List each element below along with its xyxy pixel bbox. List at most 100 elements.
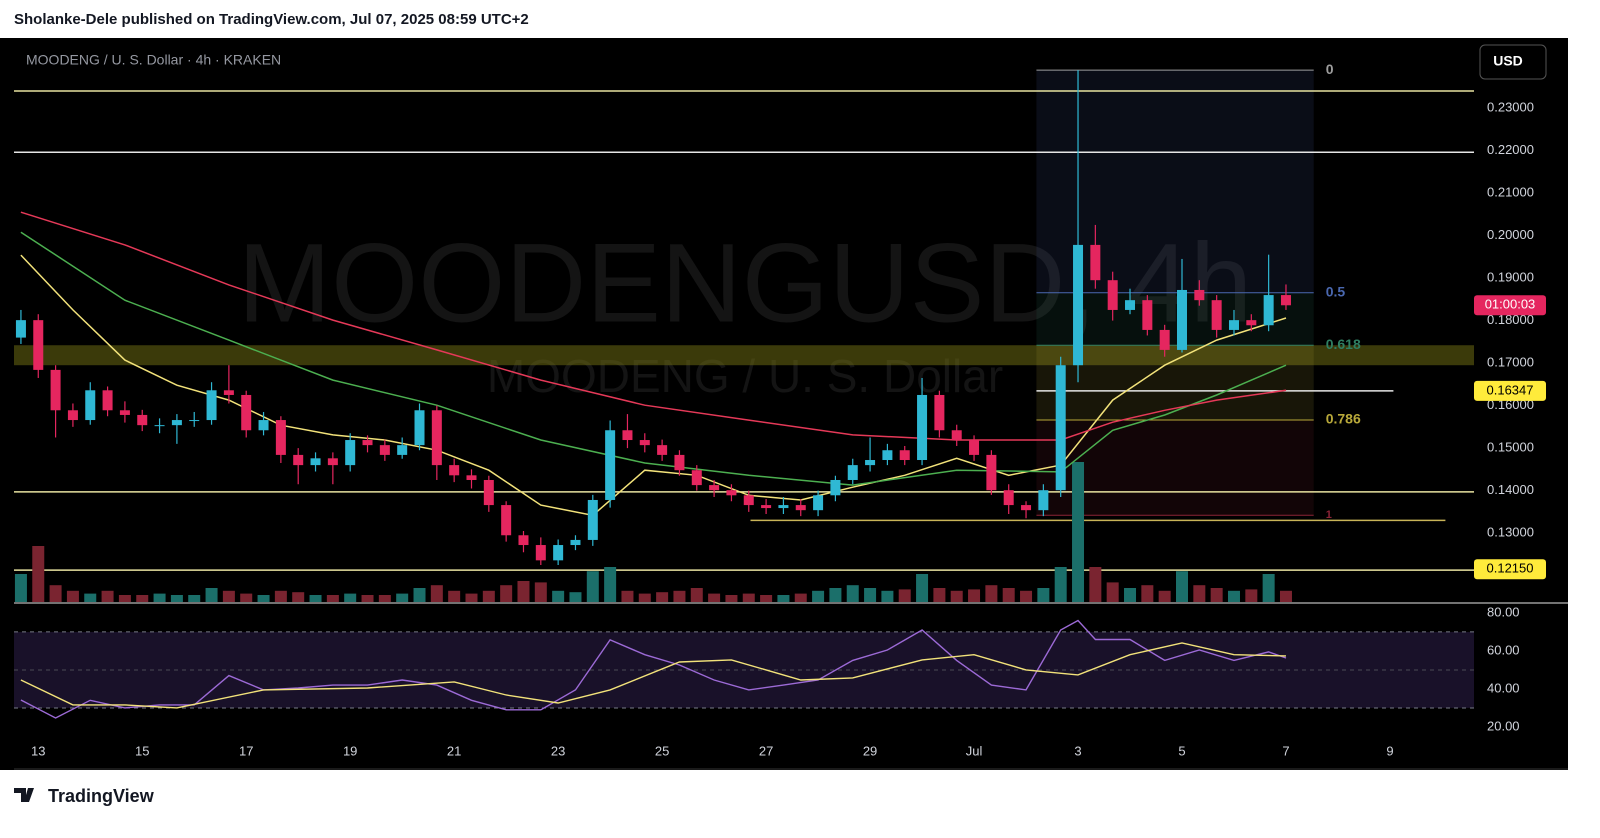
candle-body xyxy=(726,490,737,496)
volume-bar xyxy=(257,595,270,602)
moving-average xyxy=(20,231,1287,486)
volume-bar xyxy=(240,593,253,602)
volume-bar xyxy=(1279,590,1292,602)
rsi-tick-label: 60.00 xyxy=(1487,642,1520,657)
candle-body xyxy=(1246,320,1257,326)
volume-bar xyxy=(1124,588,1137,602)
volume-bar xyxy=(586,571,599,602)
currency-button[interactable] xyxy=(1479,44,1547,80)
candle-body xyxy=(830,479,841,496)
volume-bar xyxy=(985,585,998,602)
x-tick-label: 15 xyxy=(135,743,149,758)
volume-bar xyxy=(1262,574,1275,602)
candle-body xyxy=(379,445,390,455)
x-tick-label: 7 xyxy=(1282,743,1289,758)
candle-body xyxy=(362,440,373,446)
volume-bar xyxy=(396,593,409,602)
footer-brand: TradingView xyxy=(48,786,155,806)
candle-body xyxy=(1177,289,1187,350)
volume-bar xyxy=(846,585,859,602)
candle-body xyxy=(327,458,338,466)
currency-label[interactable]: USD xyxy=(1493,53,1523,69)
volume-bar xyxy=(742,593,755,602)
candle-body xyxy=(258,420,269,431)
candle-body xyxy=(85,390,96,421)
candle-body xyxy=(414,410,425,446)
volume-bar xyxy=(794,593,807,602)
candle-body xyxy=(310,458,321,466)
volume-bar xyxy=(708,593,721,602)
volume-bar xyxy=(950,590,963,602)
volume-bar xyxy=(552,590,565,602)
candle-body xyxy=(795,505,806,511)
candle-body xyxy=(1038,490,1049,511)
candle-body xyxy=(206,390,217,421)
volume-bar xyxy=(1002,588,1015,602)
candle-body xyxy=(605,430,616,500)
x-tick-label: 5 xyxy=(1178,743,1185,758)
countdown: 01:00:03 xyxy=(1485,297,1536,312)
price-label-box xyxy=(1474,559,1546,580)
candle-body xyxy=(761,505,772,509)
candle-body xyxy=(137,414,148,426)
candle-body xyxy=(431,410,442,466)
candle-body xyxy=(691,470,702,486)
price-label-box xyxy=(1474,380,1546,401)
volume-bar xyxy=(500,585,513,602)
volume-bar xyxy=(430,585,443,602)
candle-body xyxy=(899,450,910,461)
candle-body xyxy=(1280,295,1291,306)
zone xyxy=(14,345,1474,366)
x-tick-label: 27 xyxy=(759,743,773,758)
candle-body xyxy=(657,445,668,455)
price-label: 0.16347 xyxy=(1487,382,1534,397)
countdown-box xyxy=(1474,295,1546,316)
volume-bar xyxy=(136,595,149,602)
candle-body xyxy=(1228,320,1239,330)
volume-bar xyxy=(153,593,166,602)
candle-body xyxy=(622,430,633,441)
x-tick-label: Jul xyxy=(966,743,983,758)
candle-body xyxy=(154,425,165,427)
volume-bar xyxy=(604,567,617,602)
candle-body xyxy=(1003,490,1014,506)
volume-bar xyxy=(309,595,322,602)
volume-bar xyxy=(413,588,426,602)
volume-bar xyxy=(188,595,201,602)
y-tick-label: 0.23000 xyxy=(1487,99,1534,114)
candle-body xyxy=(501,505,512,536)
x-tick-label: 3 xyxy=(1074,743,1081,758)
rsi-line xyxy=(20,619,1287,719)
volume-bar xyxy=(968,589,981,602)
candle-body xyxy=(102,390,113,411)
candle-body xyxy=(951,430,962,441)
candle-body xyxy=(449,465,460,476)
candle-body xyxy=(882,450,893,461)
watermark: MOODENGUSD, 4h xyxy=(238,221,1252,346)
volume-bar xyxy=(812,590,825,602)
candle-body xyxy=(917,394,928,461)
y-tick-label: 0.13000 xyxy=(1487,525,1534,540)
y-tick-label: 0.21000 xyxy=(1487,184,1534,199)
y-tick-label: 0.19000 xyxy=(1487,270,1534,285)
volume-bar xyxy=(1072,462,1085,602)
volume-bar xyxy=(118,595,131,602)
candle-body xyxy=(1159,329,1170,350)
volume-bar xyxy=(933,588,946,602)
y-tick-label: 0.18000 xyxy=(1487,312,1534,327)
candle-body xyxy=(50,369,61,411)
volume-bar xyxy=(898,589,911,602)
volume-bar xyxy=(725,595,738,602)
candle-body xyxy=(119,410,130,415)
volume-bar xyxy=(638,593,651,602)
rsi-tick-label: 80.00 xyxy=(1487,604,1520,619)
volume-bar xyxy=(32,546,45,602)
volume-bar xyxy=(274,590,287,602)
volume-bar xyxy=(569,592,582,602)
fib-label: 0 xyxy=(1326,61,1334,77)
volume-bar xyxy=(690,588,703,602)
volume-bar xyxy=(777,595,790,602)
volume-bar xyxy=(534,582,547,602)
logo-mark xyxy=(14,788,34,802)
candle-body xyxy=(1073,244,1084,366)
